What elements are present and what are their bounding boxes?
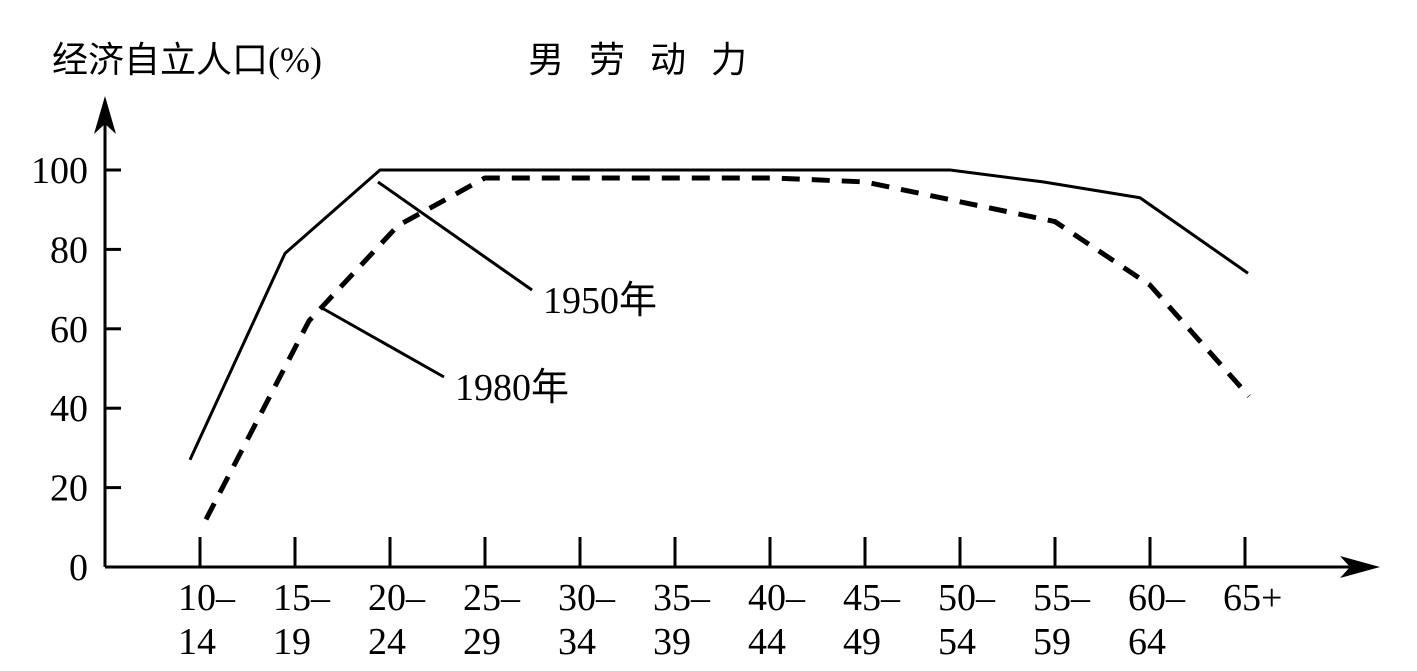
series-label: 1950年 — [543, 280, 657, 322]
x-tick-label-second-line: 14 — [178, 621, 216, 663]
y-tick-label: 60 — [50, 309, 88, 351]
y-axis-arrow-icon — [94, 96, 116, 134]
x-tick-label: 45– — [843, 577, 901, 619]
x-tick-label-second-line: 49 — [843, 621, 881, 663]
y-tick-label: 80 — [50, 229, 88, 271]
x-tick-label: 35– — [653, 577, 711, 619]
x-tick-label: 20– — [368, 577, 426, 619]
x-tick-label: 55– — [1033, 577, 1091, 619]
x-tick-label: 65+ — [1223, 577, 1282, 619]
x-tick-label-second-line: 29 — [463, 621, 501, 663]
x-tick-label: 40– — [748, 577, 806, 619]
x-tick-label: 50– — [938, 577, 996, 619]
x-tick-label-second-line: 39 — [653, 621, 691, 663]
series-lines — [188, 168, 1251, 521]
x-tick-label-second-line: 44 — [748, 621, 786, 663]
x-tick-label: 25– — [463, 577, 521, 619]
x-tick-label-second-line: 64 — [1128, 621, 1166, 663]
series-label: 1980年 — [455, 367, 569, 409]
x-tick-label: 30– — [558, 577, 616, 619]
x-tick-label: 15– — [273, 577, 331, 619]
x-tick-label: 10– — [178, 577, 236, 619]
axes — [94, 96, 1380, 578]
x-tick-label-second-line: 24 — [368, 621, 406, 663]
x-tick-label-second-line: 19 — [273, 621, 311, 663]
x-tick-label: 60– — [1128, 577, 1186, 619]
chart-title: 男 劳 动 力 — [528, 40, 755, 80]
y-axis-label: 经济自立人口(%) — [52, 40, 322, 80]
x-axis-arrow-icon — [1340, 556, 1380, 578]
x-tick-label-second-line: 54 — [938, 621, 976, 663]
y-tick-label: 0 — [69, 547, 88, 589]
callout-leader-line — [377, 180, 533, 292]
series-line-1980年 — [203, 175, 1251, 521]
callout-leader-line — [321, 306, 445, 379]
y-tick-label: 40 — [50, 388, 88, 430]
x-tick-label-second-line: 34 — [558, 621, 596, 663]
y-tick-label: 100 — [31, 150, 88, 192]
tick-labels: 0 20 40 60 80 100 10–14 15–19 20–24 25–29 30–34 35–… — [31, 150, 1282, 663]
x-tick-label-second-line: 59 — [1033, 621, 1071, 663]
series-line-1950年 — [188, 168, 1249, 461]
y-tick-label: 20 — [50, 468, 88, 510]
callouts: 1950年 1980年 — [321, 180, 657, 409]
